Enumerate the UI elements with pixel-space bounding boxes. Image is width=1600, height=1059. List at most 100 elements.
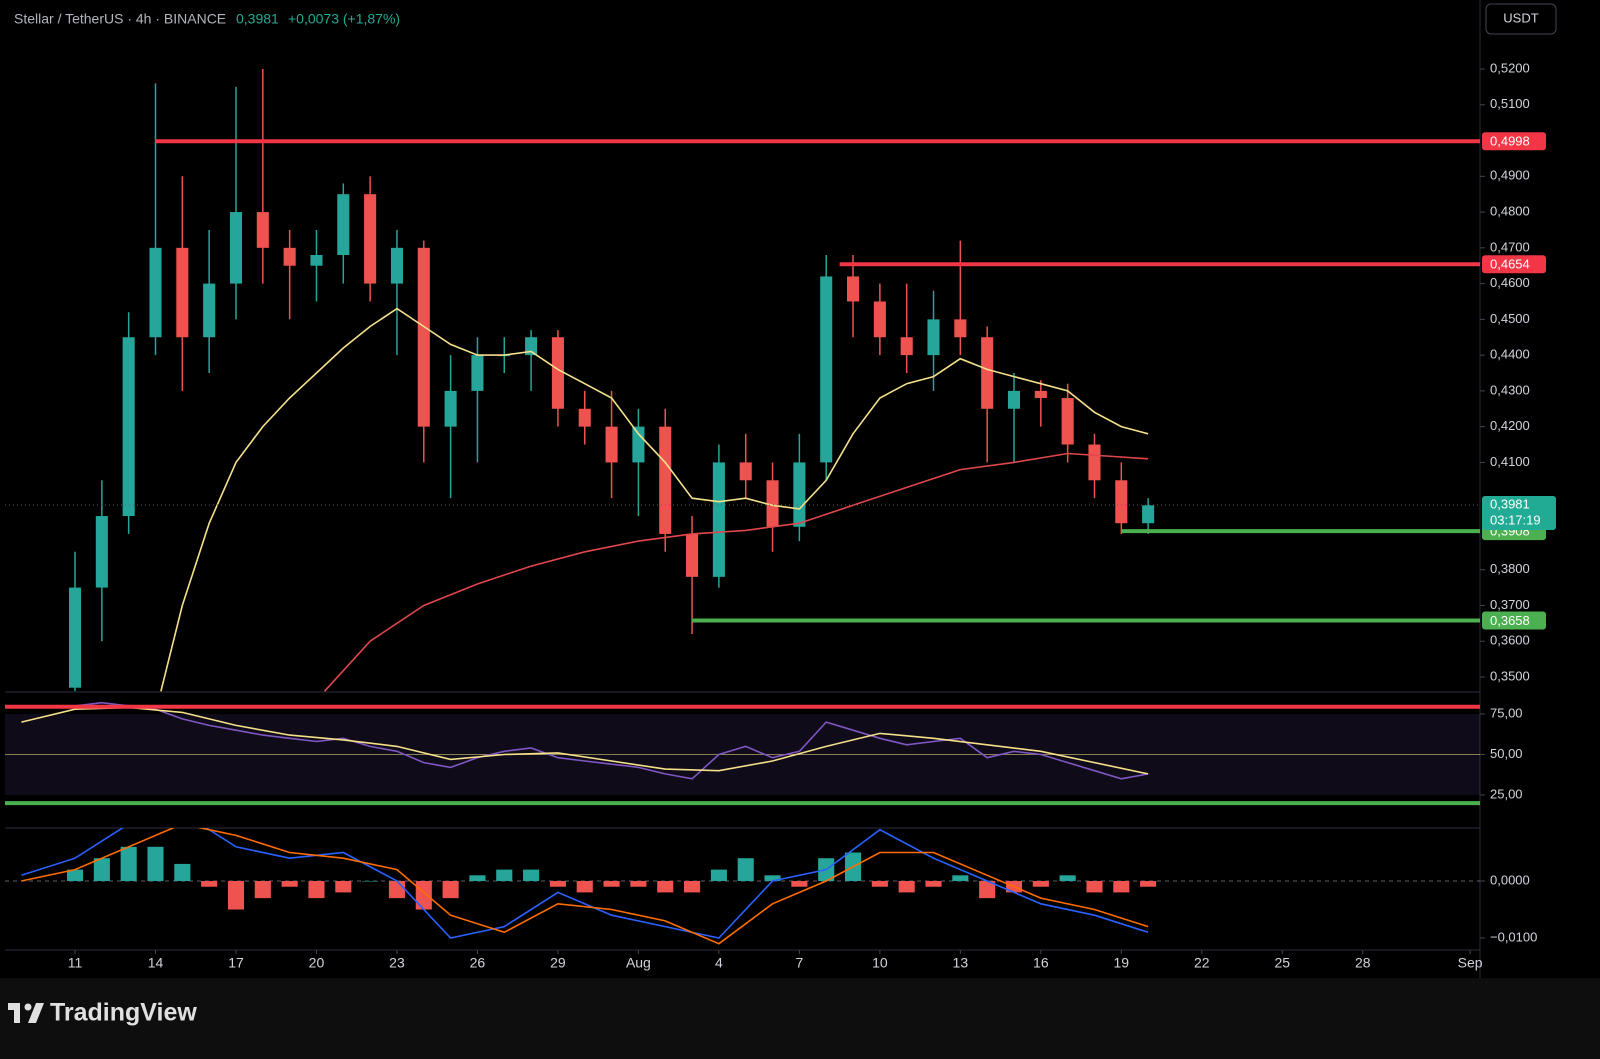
y-tick-label: 0,4800	[1490, 204, 1530, 219]
macd-histogram-bar	[630, 881, 647, 887]
x-tick-label: 23	[389, 955, 405, 971]
y-tick-label: 0,3600	[1490, 633, 1530, 648]
indicator-line	[160, 307, 1149, 692]
y-tick-label: 0,3700	[1490, 597, 1530, 612]
last-price-label: 0,3981	[1490, 496, 1530, 511]
macd-histogram-bar	[737, 858, 754, 882]
candle-body	[203, 283, 216, 338]
candle-body	[1142, 505, 1155, 524]
candle-body	[310, 254, 323, 266]
macd-histogram-bar	[308, 881, 325, 899]
x-tick-label: 14	[148, 955, 164, 971]
candle-body	[900, 337, 913, 356]
brand-logo	[8, 1003, 44, 1023]
macd-histogram-bar	[1059, 875, 1076, 882]
x-tick-label: 11	[68, 955, 83, 971]
macd-histogram-bar	[335, 881, 352, 893]
y-tick-label: 0,0000	[1490, 872, 1530, 887]
x-tick-label: 17	[228, 955, 244, 971]
candle-body	[981, 337, 994, 409]
x-tick-label: 25	[1274, 955, 1290, 971]
currency-label[interactable]: USDT	[1503, 10, 1538, 25]
x-tick-label: 7	[795, 955, 803, 971]
pane	[68, 69, 1155, 692]
macd-histogram-bar	[979, 881, 996, 899]
candle-body	[766, 480, 779, 527]
candle-body	[525, 337, 538, 356]
candle-body	[712, 462, 725, 577]
indicator-line	[21, 828, 1149, 945]
macd-histogram-bar	[684, 881, 701, 893]
y-tick-label: 0,4400	[1490, 347, 1530, 362]
level-tag	[1482, 132, 1546, 151]
candle-body	[686, 533, 699, 577]
x-tick-label: 10	[872, 955, 888, 971]
y-tick-label: 0,4900	[1490, 168, 1530, 183]
macd-histogram-bar	[1113, 881, 1130, 893]
level-tag	[1482, 255, 1546, 274]
macd-histogram-bar	[147, 846, 164, 882]
candle-body	[1115, 480, 1128, 524]
macd-histogram-bar	[576, 881, 593, 893]
macd-histogram-bar	[791, 881, 808, 887]
footer	[0, 978, 1600, 1059]
candle-body	[954, 319, 967, 338]
macd-histogram-bar	[442, 881, 459, 899]
candle-body	[68, 587, 82, 688]
level-label: 0,4654	[1490, 257, 1530, 272]
candle-body	[390, 247, 403, 284]
level-tag	[1482, 611, 1546, 630]
macd-histogram-bar	[120, 846, 137, 882]
candle-body	[122, 337, 135, 517]
indicator-line	[21, 706, 1149, 775]
macd-histogram-bar	[174, 863, 191, 882]
macd-histogram-bar	[66, 869, 84, 882]
candle-body	[176, 247, 189, 338]
candle-body	[1034, 390, 1047, 399]
macd-histogram-bar	[1086, 881, 1103, 893]
y-tick-label: 0,4600	[1490, 275, 1530, 290]
candle-body	[95, 516, 108, 588]
brand-name: TradingView	[50, 999, 197, 1027]
macd-histogram-bar	[201, 881, 218, 887]
y-tick-label: 0,3800	[1490, 561, 1530, 576]
level-label: 0,4998	[1490, 134, 1530, 149]
currency-button[interactable]	[1485, 3, 1557, 35]
candle-body	[1007, 390, 1021, 409]
x-tick-label: 22	[1194, 955, 1210, 971]
x-tick-label: 4	[715, 955, 723, 971]
candle-body	[149, 247, 162, 338]
candle-body	[820, 276, 833, 463]
x-tick-label: 26	[470, 955, 486, 971]
candle-body	[632, 426, 645, 463]
candle-body	[793, 462, 806, 527]
y-tick-label: 0,4700	[1490, 239, 1530, 254]
candle-body	[229, 212, 243, 284]
y-tick-label: 0,4200	[1490, 418, 1530, 433]
macd-histogram-bar	[898, 881, 915, 893]
y-tick-label: 50,00	[1490, 746, 1523, 761]
macd-histogram-bar	[227, 881, 245, 910]
macd-histogram-bar	[710, 869, 727, 882]
macd-histogram-bar	[549, 881, 566, 887]
y-tick-label: 0,5200	[1490, 60, 1530, 75]
candle-body	[337, 194, 350, 255]
candle-body	[417, 247, 430, 427]
macd-histogram-bar	[469, 875, 486, 882]
x-tick-label: 29	[550, 955, 566, 971]
x-tick-label: Aug	[626, 955, 651, 971]
x-tick-label: 19	[1114, 955, 1130, 971]
candle-body	[659, 426, 672, 534]
level-label: 0,3658	[1490, 613, 1530, 628]
candle-body	[256, 212, 269, 248]
candle-body	[1061, 398, 1074, 445]
macd-histogram-bar	[952, 875, 969, 882]
macd-histogram-bar	[362, 881, 379, 882]
candle-body	[927, 319, 940, 356]
y-tick-label: −0,0100	[1490, 929, 1537, 944]
candle-body	[578, 408, 591, 427]
macd-histogram-bar	[388, 881, 406, 899]
x-tick-label: 16	[1033, 955, 1049, 971]
